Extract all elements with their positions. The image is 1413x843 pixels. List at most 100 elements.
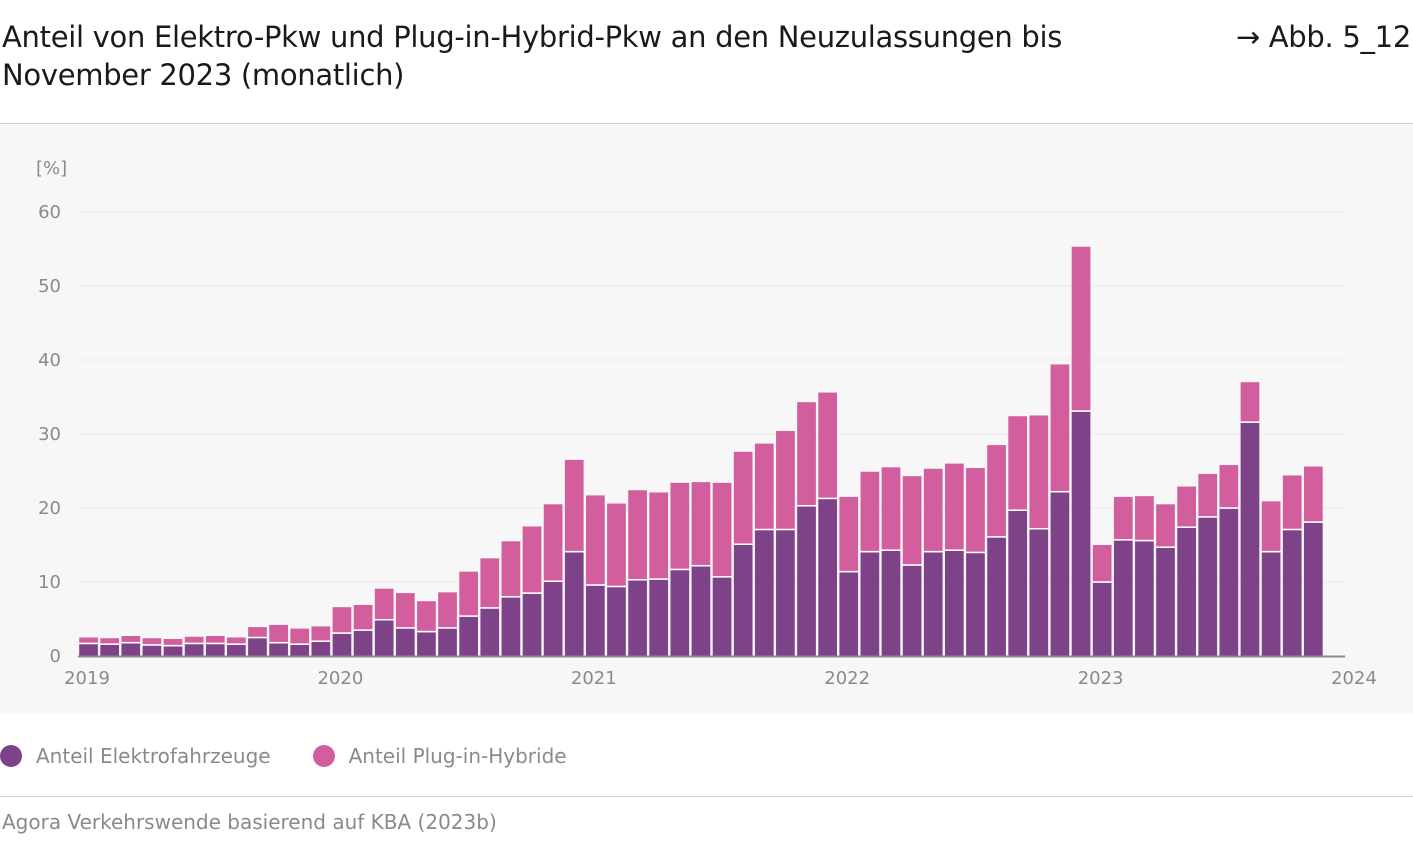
legend-item-elektro: Anteil Elektrofahrzeuge (0, 744, 271, 768)
bar-separator (79, 642, 98, 645)
bar-separator (121, 641, 141, 644)
bar-hybrid (311, 626, 331, 641)
bar-hybrid (501, 541, 521, 597)
legend-swatch-elektro (0, 745, 22, 767)
bar-elektro (860, 552, 880, 656)
bar-separator (417, 630, 436, 633)
bar-elektro (269, 643, 288, 656)
bar-hybrid (754, 443, 774, 529)
bar-separator (923, 550, 943, 553)
bar-hybrid (417, 601, 436, 631)
bar-hybrid (543, 504, 563, 581)
bar-hybrid (142, 638, 162, 645)
bar-elektro (142, 645, 162, 656)
bar-separator (142, 644, 162, 646)
bar-separator (1240, 421, 1260, 423)
bar-elektro (121, 643, 141, 656)
bar-separator (818, 497, 837, 500)
x-tick-label: 2023 (1078, 668, 1124, 689)
bar-separator (1261, 550, 1281, 553)
bar-separator (438, 627, 457, 629)
bar-elektro (480, 608, 500, 656)
bar-elektro (184, 644, 204, 656)
bar-separator (797, 505, 816, 507)
bar-hybrid (522, 526, 542, 593)
bar-elektro (1092, 582, 1112, 656)
bar-elektro (818, 499, 837, 656)
bar-elektro (670, 570, 690, 656)
bar-elektro (1240, 422, 1260, 656)
bar-separator (586, 584, 605, 586)
bar-elektro (1050, 492, 1070, 656)
bar-elektro (1156, 547, 1175, 656)
bar-hybrid (1177, 486, 1196, 527)
bar-hybrid (1135, 496, 1154, 540)
y-tick-label: 20 (38, 498, 61, 519)
bar-hybrid (839, 496, 859, 571)
bar-separator (1092, 581, 1112, 583)
bar-separator (100, 643, 120, 645)
bar-separator (1219, 507, 1239, 509)
bar-separator (1156, 546, 1175, 548)
bar-elektro (543, 582, 563, 656)
bar-hybrid (586, 495, 605, 585)
bar-elektro (881, 550, 901, 656)
bar-elektro (248, 638, 267, 656)
bar-separator (1303, 521, 1323, 523)
bar-separator (205, 642, 225, 645)
bar-hybrid (395, 593, 415, 628)
bar-elektro (1008, 510, 1028, 656)
y-tick-label: 50 (38, 276, 61, 297)
bar-hybrid (1219, 465, 1239, 508)
bar-elektro (987, 537, 1006, 656)
y-tick-label: 60 (38, 202, 61, 223)
bar-elektro (797, 506, 816, 656)
bar-separator (628, 579, 647, 581)
bar-separator (269, 641, 288, 644)
bar-hybrid (776, 431, 795, 529)
y-unit-label: [%] (36, 158, 67, 179)
bar-hybrid (628, 490, 647, 580)
bar-elektro (1135, 541, 1154, 656)
bar-separator (564, 550, 584, 553)
bar-separator (163, 644, 183, 647)
bar-separator (1113, 539, 1133, 541)
bar-elektro (754, 530, 774, 656)
x-tick-label: 2024 (1331, 668, 1377, 689)
bar-separator (1198, 516, 1218, 518)
bar-hybrid (1261, 501, 1281, 551)
bar-elektro (607, 587, 626, 656)
bar-elektro (923, 552, 943, 656)
bar-separator (1135, 539, 1154, 542)
x-tick-label: 2021 (571, 668, 617, 689)
bar-elektro (564, 552, 584, 656)
bar-separator (248, 636, 267, 639)
bar-elektro (311, 641, 331, 656)
bar-hybrid (353, 604, 373, 630)
y-tick-label: 0 (50, 646, 61, 667)
bar-hybrid (923, 468, 943, 551)
x-tick-label: 2022 (824, 668, 870, 689)
bar-hybrid (564, 459, 584, 551)
bar-elektro (522, 593, 542, 656)
bar-hybrid (438, 592, 457, 628)
bar-separator (839, 570, 859, 573)
bar-separator (290, 643, 310, 645)
bar-separator (776, 528, 795, 531)
bar-elektro (79, 644, 98, 656)
legend-label-elektro: Anteil Elektrofahrzeuge (36, 744, 271, 768)
y-tick-label: 30 (38, 424, 61, 445)
bar-elektro (417, 632, 436, 656)
bar-hybrid (374, 588, 394, 619)
bar-elektro (649, 579, 669, 656)
bar-elektro (1177, 527, 1196, 656)
bar-hybrid (797, 402, 816, 506)
bar-elektro (205, 644, 225, 656)
bar-separator (374, 618, 394, 621)
bar-separator (1282, 528, 1302, 531)
source-note: Agora Verkehrswende basierend auf KBA (2… (2, 810, 497, 834)
bar-elektro (1303, 522, 1323, 656)
bar-hybrid (818, 392, 837, 498)
bar-elektro (1282, 530, 1302, 656)
bar-hybrid (248, 627, 267, 637)
